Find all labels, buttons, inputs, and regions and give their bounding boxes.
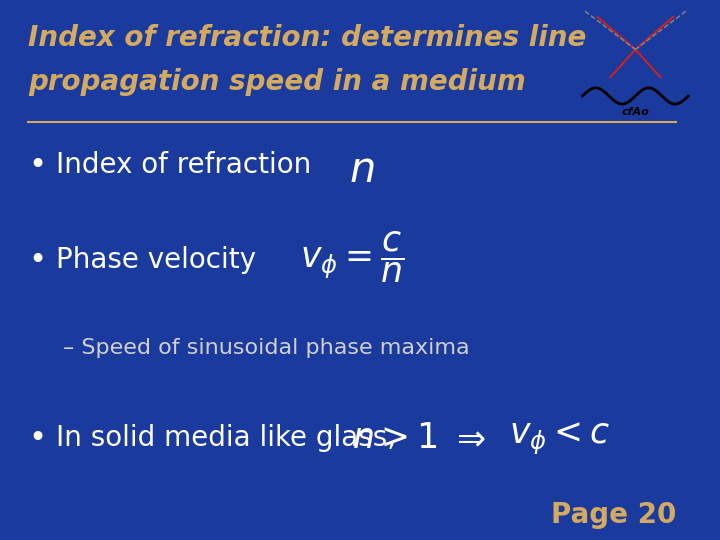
Text: $v_{\phi} = \dfrac{c}{n}$: $v_{\phi} = \dfrac{c}{n}$ <box>300 230 404 285</box>
Text: $n > 1$: $n > 1$ <box>352 421 438 455</box>
Text: Index of refraction: determines line: Index of refraction: determines line <box>28 24 586 52</box>
Text: Phase velocity: Phase velocity <box>55 246 256 274</box>
Text: •: • <box>28 424 46 453</box>
Text: Page 20: Page 20 <box>551 501 676 529</box>
Text: – Speed of sinusoidal phase maxima: – Speed of sinusoidal phase maxima <box>63 338 469 357</box>
Text: •: • <box>28 151 46 180</box>
Text: cfAo: cfAo <box>621 107 649 117</box>
Text: $v_{\phi} < c$: $v_{\phi} < c$ <box>509 421 610 457</box>
Text: Index of refraction: Index of refraction <box>55 151 311 179</box>
Text: •: • <box>28 246 46 275</box>
Text: $\Rightarrow$: $\Rightarrow$ <box>450 421 486 455</box>
Text: propagation speed in a medium: propagation speed in a medium <box>28 68 526 96</box>
Text: $n$: $n$ <box>348 148 374 191</box>
Text: In solid media like glass,: In solid media like glass, <box>55 424 396 452</box>
